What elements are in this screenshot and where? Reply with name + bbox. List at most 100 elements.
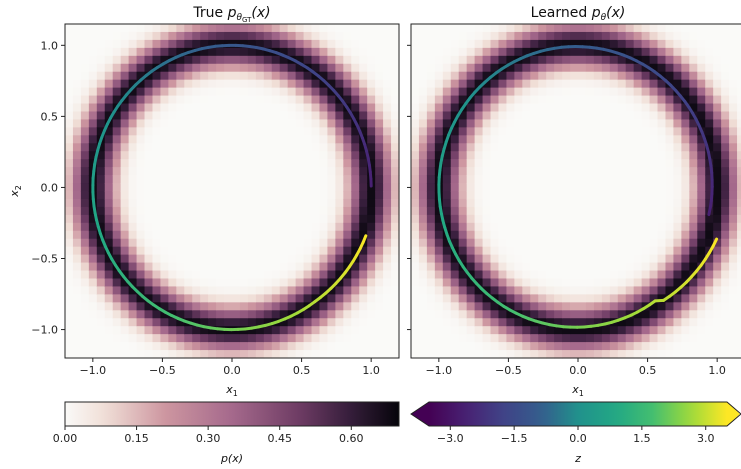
heatmap-cell xyxy=(562,135,571,144)
heatmap-cell xyxy=(713,87,722,97)
heatmap-cell xyxy=(279,262,289,272)
heatmap-cell xyxy=(546,151,555,160)
heatmap-cell xyxy=(538,262,547,272)
heatmap-cell xyxy=(665,63,675,73)
heatmap-cell xyxy=(120,63,130,73)
heatmap-cell xyxy=(562,111,571,121)
heatmap-cell xyxy=(343,63,352,73)
heatmap-cell xyxy=(65,294,74,303)
heatmap-cell xyxy=(411,167,420,176)
heatmap-cell xyxy=(609,71,619,81)
heatmap-cell xyxy=(112,191,122,200)
heatmap-cell xyxy=(689,302,698,311)
heatmap-cell xyxy=(625,159,635,168)
heatmap-cell xyxy=(689,246,698,256)
heatmap-cell xyxy=(255,342,265,351)
heatmap-cell xyxy=(200,55,209,65)
heatmap-cell xyxy=(562,326,571,335)
x-tick-label: 1.0 xyxy=(362,364,380,377)
heatmap-cell xyxy=(88,87,98,97)
heatmap-cell xyxy=(279,111,289,121)
heatmap-cell xyxy=(239,167,249,176)
heatmap-cell xyxy=(160,151,169,160)
heatmap-cell xyxy=(391,278,400,288)
heatmap-cell xyxy=(88,334,98,343)
heatmap-cell xyxy=(450,222,460,232)
heatmap-cell xyxy=(554,55,563,65)
heatmap-cell xyxy=(168,119,177,128)
heatmap-cell xyxy=(184,270,193,280)
heatmap-cell xyxy=(112,71,122,81)
heatmap-cell xyxy=(514,206,523,216)
heatmap-cell xyxy=(442,55,452,65)
heatmap-cell xyxy=(120,71,130,81)
heatmap-cell xyxy=(192,198,201,208)
heatmap-cell xyxy=(120,79,130,89)
heatmap-cell xyxy=(490,278,500,288)
heatmap-cell xyxy=(633,334,643,343)
heatmap-cell xyxy=(681,222,690,232)
heatmap-cell xyxy=(426,230,436,240)
heatmap-cell xyxy=(136,342,146,351)
heatmap-cell xyxy=(474,238,484,248)
heatmap-cell xyxy=(450,191,460,200)
heatmap-cell xyxy=(657,135,667,144)
heatmap-cell xyxy=(458,127,468,136)
heatmap-cell xyxy=(601,310,611,319)
heatmap-cell xyxy=(737,151,741,160)
heatmap-cell xyxy=(327,119,336,128)
heatmap-cell xyxy=(208,63,217,73)
heatmap-cell xyxy=(216,238,225,248)
heatmap-cell xyxy=(104,175,114,184)
heatmap-cell xyxy=(120,31,130,41)
heatmap-cell xyxy=(737,135,741,144)
heatmap-cell xyxy=(152,326,162,335)
heatmap-cell xyxy=(697,119,706,128)
heatmap-cell xyxy=(530,31,539,41)
heatmap-cell xyxy=(665,151,675,160)
heatmap-cell xyxy=(112,230,122,240)
heatmap-cell xyxy=(554,334,563,343)
heatmap-cell xyxy=(80,143,90,152)
heatmap-cell xyxy=(665,95,675,105)
heatmap-cell xyxy=(311,151,321,160)
heatmap-cell xyxy=(232,127,241,136)
heatmap-cell xyxy=(255,214,265,224)
heatmap-cell xyxy=(208,278,217,288)
heatmap-cell xyxy=(375,198,384,208)
heatmap-cell xyxy=(554,135,563,144)
heatmap-cell xyxy=(247,111,257,121)
heatmap-cell xyxy=(585,167,595,176)
heatmap-cell xyxy=(152,254,162,264)
heatmap-cell xyxy=(335,206,344,216)
heatmap-cell xyxy=(263,214,273,224)
heatmap-cell xyxy=(713,151,722,160)
heatmap-cell xyxy=(136,87,146,97)
heatmap-cell xyxy=(327,302,336,311)
heatmap-cell xyxy=(136,318,146,327)
heatmap-cell xyxy=(144,191,154,200)
heatmap-cell xyxy=(729,278,738,288)
heatmap-cell xyxy=(530,191,539,200)
heatmap-cell xyxy=(239,350,249,359)
heatmap-cell xyxy=(673,326,682,335)
heatmap-cell xyxy=(442,191,452,200)
heatmap-cell xyxy=(375,214,384,224)
heatmap-cell xyxy=(673,111,682,121)
heatmap-cell xyxy=(530,95,539,105)
heatmap-cell xyxy=(184,87,193,97)
heatmap-cell xyxy=(255,326,265,335)
heatmap-cell xyxy=(562,334,571,343)
heatmap-cell xyxy=(466,95,476,105)
heatmap-cell xyxy=(601,270,611,280)
heatmap-cell xyxy=(375,135,384,144)
heatmap-cell xyxy=(152,230,162,240)
heatmap-cell xyxy=(514,135,523,144)
heatmap-cell xyxy=(729,151,738,160)
heatmap-cell xyxy=(673,246,682,256)
heatmap-cell xyxy=(426,310,436,319)
heatmap-cell xyxy=(72,270,82,280)
heatmap-cell xyxy=(224,159,233,168)
heatmap-cell xyxy=(657,79,667,89)
heatmap-cell xyxy=(601,24,611,33)
